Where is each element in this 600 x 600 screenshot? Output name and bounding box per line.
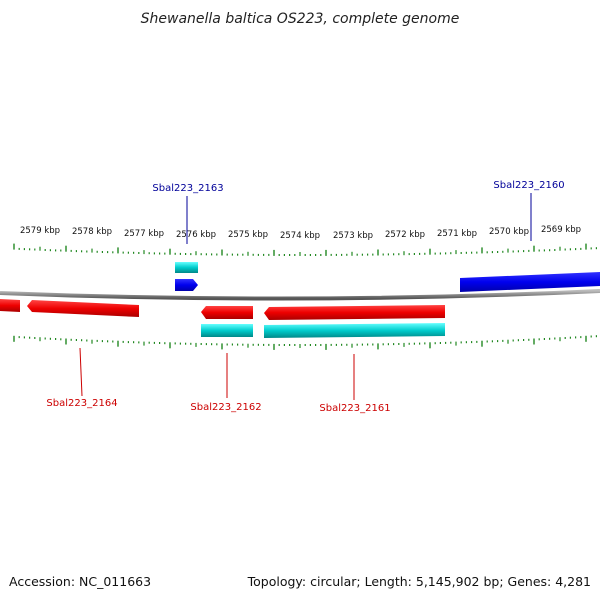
gene-feature-partial-left[interactable]	[0, 299, 20, 312]
gene-feature-2161[interactable]	[264, 305, 445, 320]
scale-label: 2569 kbp	[541, 225, 581, 235]
scale-labels: 2579 kbp 2578 kbp 2577 kbp 2576 kbp 2575…	[20, 225, 581, 241]
gene-label-2163[interactable]: Sbal223_2163	[152, 183, 223, 194]
scale-label: 2571 kbp	[437, 229, 477, 239]
scale-label: 2572 kbp	[385, 230, 425, 240]
gene-labels: Sbal223_2163 Sbal223_2160 Sbal223_2164 S…	[46, 180, 564, 414]
label-connectors	[79, 193, 532, 400]
gene-feature-2160[interactable]	[460, 272, 600, 292]
reverse-strand-features	[0, 299, 445, 338]
gene-label-2164[interactable]: Sbal223_2164	[46, 398, 117, 409]
scale-label: 2574 kbp	[280, 231, 320, 241]
scale-label: 2577 kbp	[124, 229, 164, 239]
gene-feature-cyan-2161[interactable]	[264, 323, 445, 338]
genome-summary-text: Topology: circular; Length: 5,145,902 bp…	[247, 574, 591, 589]
gene-feature-2162[interactable]	[201, 306, 253, 319]
scale-label: 2575 kbp	[228, 230, 268, 240]
scale-label: 2573 kbp	[333, 231, 373, 241]
gene-feature-2164[interactable]	[27, 300, 139, 317]
scale-label: 2570 kbp	[489, 227, 529, 237]
genome-backbone	[0, 289, 600, 301]
gene-label-2162[interactable]: Sbal223_2162	[190, 402, 261, 413]
gene-feature-2163[interactable]	[175, 279, 198, 291]
scale-label: 2576 kbp	[176, 230, 216, 240]
gene-feature-cyan-2162[interactable]	[201, 324, 253, 337]
gene-label-2161[interactable]: Sbal223_2161	[319, 403, 390, 414]
gene-label-2160[interactable]: Sbal223_2160	[493, 180, 564, 191]
scale-label: 2578 kbp	[72, 227, 112, 237]
accession-text: Accession: NC_011663	[9, 574, 151, 589]
gene-feature-cyan[interactable]	[175, 262, 198, 273]
inner-tick-ring	[13, 335, 598, 350]
scale-label: 2579 kbp	[20, 226, 60, 236]
forward-strand-features	[175, 262, 600, 292]
connector-2164	[79, 347, 83, 397]
outer-tick-ring	[13, 243, 598, 256]
map-title: Shewanella baltica OS223, complete genom…	[141, 11, 460, 27]
